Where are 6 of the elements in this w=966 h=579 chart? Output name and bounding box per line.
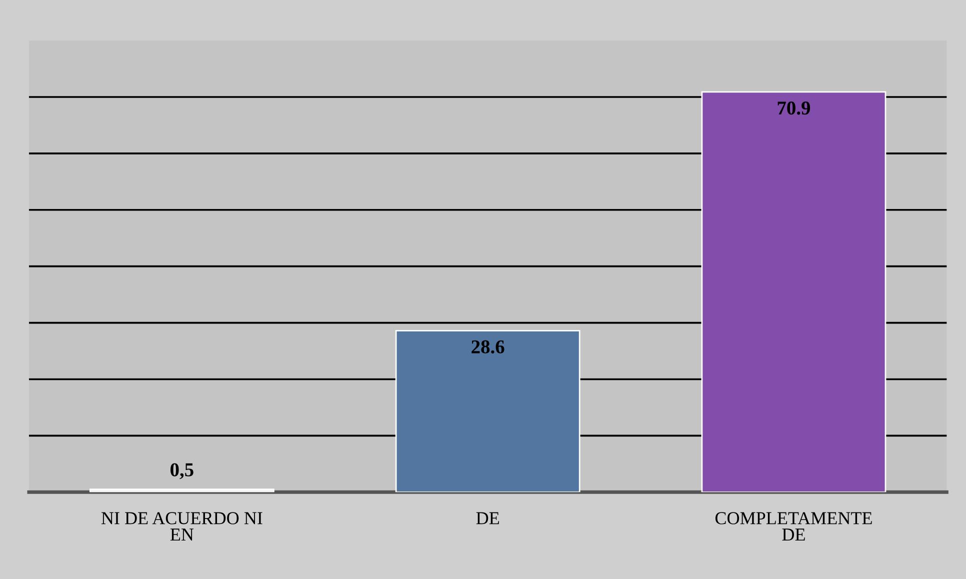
x-tick-label: DE [476, 512, 499, 524]
x-tick-label: NI DE ACUERDO NI EN [101, 512, 262, 540]
data-label: 28.6 [472, 340, 504, 354]
data-label: 0,5 [170, 463, 194, 480]
data-label: 70.9 [778, 101, 810, 115]
x-tick-label: COMPLETAMENTE DE [715, 512, 872, 541]
